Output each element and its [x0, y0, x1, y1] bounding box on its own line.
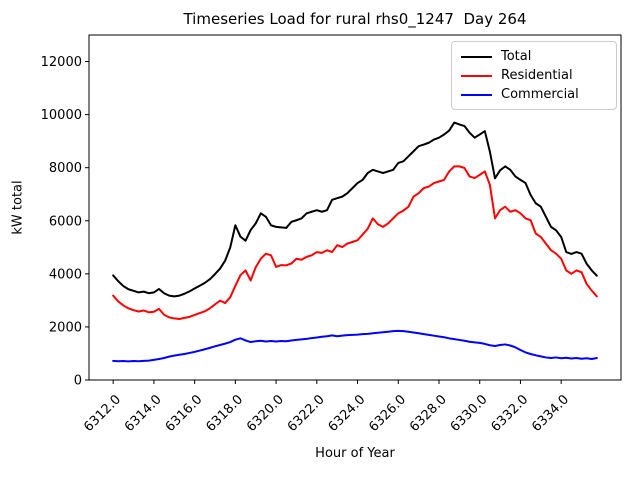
y-tick-label: 12000: [41, 55, 82, 70]
x-tick-label: 6332.0: [489, 392, 532, 435]
x-tick-label: 6330.0: [448, 392, 491, 435]
total-line: [112, 121, 598, 298]
x-tick-label: 6318.0: [203, 392, 246, 435]
y-tick-label: 2000: [49, 320, 82, 335]
legend-label-total: Total: [501, 49, 532, 64]
x-tick-label: 6320.0: [244, 392, 287, 435]
x-tick-label: 6314.0: [122, 392, 165, 435]
residential-line-swatch: [461, 74, 492, 77]
y-tick-label: 6000: [49, 214, 82, 229]
y-tick-label: 4000: [49, 267, 82, 282]
x-tick-label: 6322.0: [285, 392, 328, 435]
commercial-line: [112, 329, 598, 363]
x-axis-label: Hour of Year: [315, 446, 395, 461]
legend: Total Residential Commercial: [451, 41, 617, 110]
y-tick-label: 0: [74, 374, 82, 389]
commercial-line-swatch: [461, 93, 492, 96]
x-tick-label: 6324.0: [326, 392, 369, 435]
legend-label-commercial: Commercial: [501, 87, 579, 102]
total-line-swatch: [461, 55, 492, 58]
x-tick-label: 6326.0: [366, 392, 409, 435]
legend-item-commercial: Commercial: [461, 85, 608, 104]
chart-title: Timeseries Load for rural rhs0_1247 Day …: [183, 10, 527, 28]
x-tick-label: 6334.0: [529, 392, 572, 435]
y-tick-label: 10000: [41, 108, 82, 123]
x-tick-label: 6328.0: [407, 392, 450, 435]
residential-line: [112, 165, 598, 320]
legend-item-residential: Residential: [461, 66, 608, 85]
legend-label-residential: Residential: [501, 68, 573, 83]
x-tick-label: 6312.0: [81, 392, 124, 435]
x-tick-label: 6316.0: [163, 392, 206, 435]
legend-item-total: Total: [461, 47, 608, 66]
y-tick-label: 8000: [49, 161, 82, 176]
